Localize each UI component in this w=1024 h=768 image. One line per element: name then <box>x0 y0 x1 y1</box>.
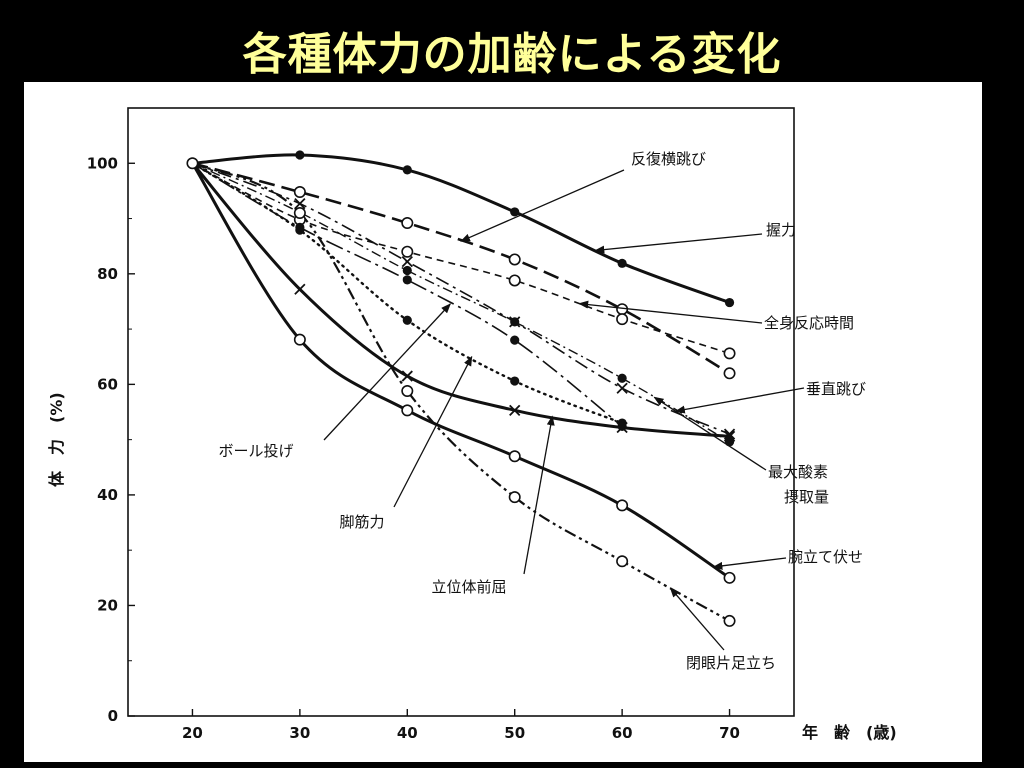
data-point <box>510 317 520 327</box>
y-tick-label: 20 <box>97 596 118 614</box>
data-point <box>616 382 628 394</box>
y-axis-title: 体 力 (%) <box>47 392 66 487</box>
series-line <box>192 162 623 427</box>
x-tick-label: 30 <box>289 724 310 742</box>
series-line <box>191 162 731 622</box>
data-point <box>616 499 629 512</box>
data-point <box>293 207 306 220</box>
series-line <box>192 162 730 355</box>
data-point <box>401 256 413 268</box>
data-point <box>402 275 412 285</box>
series-label: 反復横跳び <box>631 150 706 168</box>
data-point <box>510 335 520 345</box>
leader-arrow <box>523 415 555 575</box>
leader-arrow <box>653 396 767 471</box>
data-point <box>401 384 414 397</box>
x-tick-label: 60 <box>612 724 633 742</box>
series-label: 脚筋力 <box>339 513 384 531</box>
series-line <box>192 162 730 435</box>
data-point <box>509 404 521 416</box>
data-point <box>723 430 736 442</box>
leader-arrow <box>460 169 625 242</box>
line-chart: 20 30 40 50 60 70 0 20 40 60 80 100 年 齢 (歳) 体 力 (%) 反… <box>47 107 897 742</box>
series-label: 握力 <box>766 221 796 239</box>
chart-panel: 20 30 40 50 60 70 0 20 40 60 80 100 年 齢 (歳) 体 力 (%) 反… <box>24 82 982 762</box>
series-label: 最大酸素 <box>768 463 828 481</box>
x-tick-label: 50 <box>504 724 525 742</box>
data-point <box>723 347 736 360</box>
leader-arrow <box>669 587 725 651</box>
data-point <box>724 297 735 308</box>
series-label: 立位体前屈 <box>431 578 506 596</box>
series-line <box>192 162 731 375</box>
data-point <box>510 376 520 386</box>
x-mark-stroke <box>723 428 736 440</box>
x-tick-label: 20 <box>182 724 203 742</box>
x-mark-stroke <box>616 382 628 394</box>
data-point <box>510 207 520 217</box>
data-point <box>616 313 629 326</box>
data-point <box>723 614 736 627</box>
data-point <box>616 555 629 568</box>
data-point <box>723 571 736 584</box>
data-point <box>617 373 627 383</box>
series-label: 腕立て伏せ <box>788 548 863 566</box>
x-tick-label: 40 <box>397 724 418 742</box>
x-mark-stroke <box>294 197 306 210</box>
x-mark-stroke <box>616 421 628 434</box>
series-line <box>191 162 730 438</box>
data-point <box>294 283 306 295</box>
series-label: 垂直跳び <box>806 380 866 398</box>
data-point <box>293 186 306 199</box>
data-point <box>401 404 414 417</box>
series-label: ボール投げ <box>218 442 293 460</box>
leader-arrow <box>578 300 763 324</box>
x-mark-stroke <box>294 283 306 295</box>
y-tick-label: 0 <box>108 707 118 725</box>
x-tick-label: 70 <box>719 724 740 742</box>
x-mark-stroke <box>723 430 736 442</box>
leader-arrow <box>712 557 787 570</box>
data-point <box>402 315 412 325</box>
y-tick-label: 80 <box>97 265 118 283</box>
series-label: 全身反応時間 <box>764 314 854 332</box>
leader-arrow <box>674 387 805 414</box>
plot-frame <box>127 107 795 717</box>
series-line <box>192 162 730 443</box>
series-line <box>192 153 731 304</box>
data-point <box>723 367 736 380</box>
data-point <box>293 333 306 346</box>
data-point <box>294 197 306 210</box>
slide-title: 各種体力の加齢による変化 <box>242 29 782 80</box>
data-point <box>402 265 412 276</box>
y-tick-label: 60 <box>97 375 118 393</box>
data-point <box>617 258 627 268</box>
series-label: 摂取量 <box>784 488 829 506</box>
data-point <box>508 274 521 287</box>
x-mark-stroke <box>509 404 521 416</box>
data-point <box>401 370 413 382</box>
data-point <box>508 491 521 504</box>
data-point <box>401 216 414 229</box>
x-axis-title: 年 齢 (歳) <box>802 723 897 742</box>
leader-arrow <box>393 355 473 508</box>
data-point <box>401 245 414 258</box>
series-line <box>191 162 731 580</box>
data-point <box>723 428 736 440</box>
leader-arrow <box>323 303 451 441</box>
data-point <box>295 150 305 160</box>
data-point <box>616 421 628 434</box>
x-mark-stroke <box>401 370 413 382</box>
series-label: 閉眼片足立ち <box>686 654 776 672</box>
data-point <box>295 222 305 232</box>
leader-arrow <box>594 233 763 254</box>
x-mark-stroke <box>401 256 413 268</box>
data-point <box>186 157 199 170</box>
data-point <box>508 450 521 463</box>
data-point <box>402 165 412 175</box>
data-point <box>508 253 521 266</box>
y-tick-label: 100 <box>87 154 118 172</box>
y-tick-label: 40 <box>97 486 118 504</box>
